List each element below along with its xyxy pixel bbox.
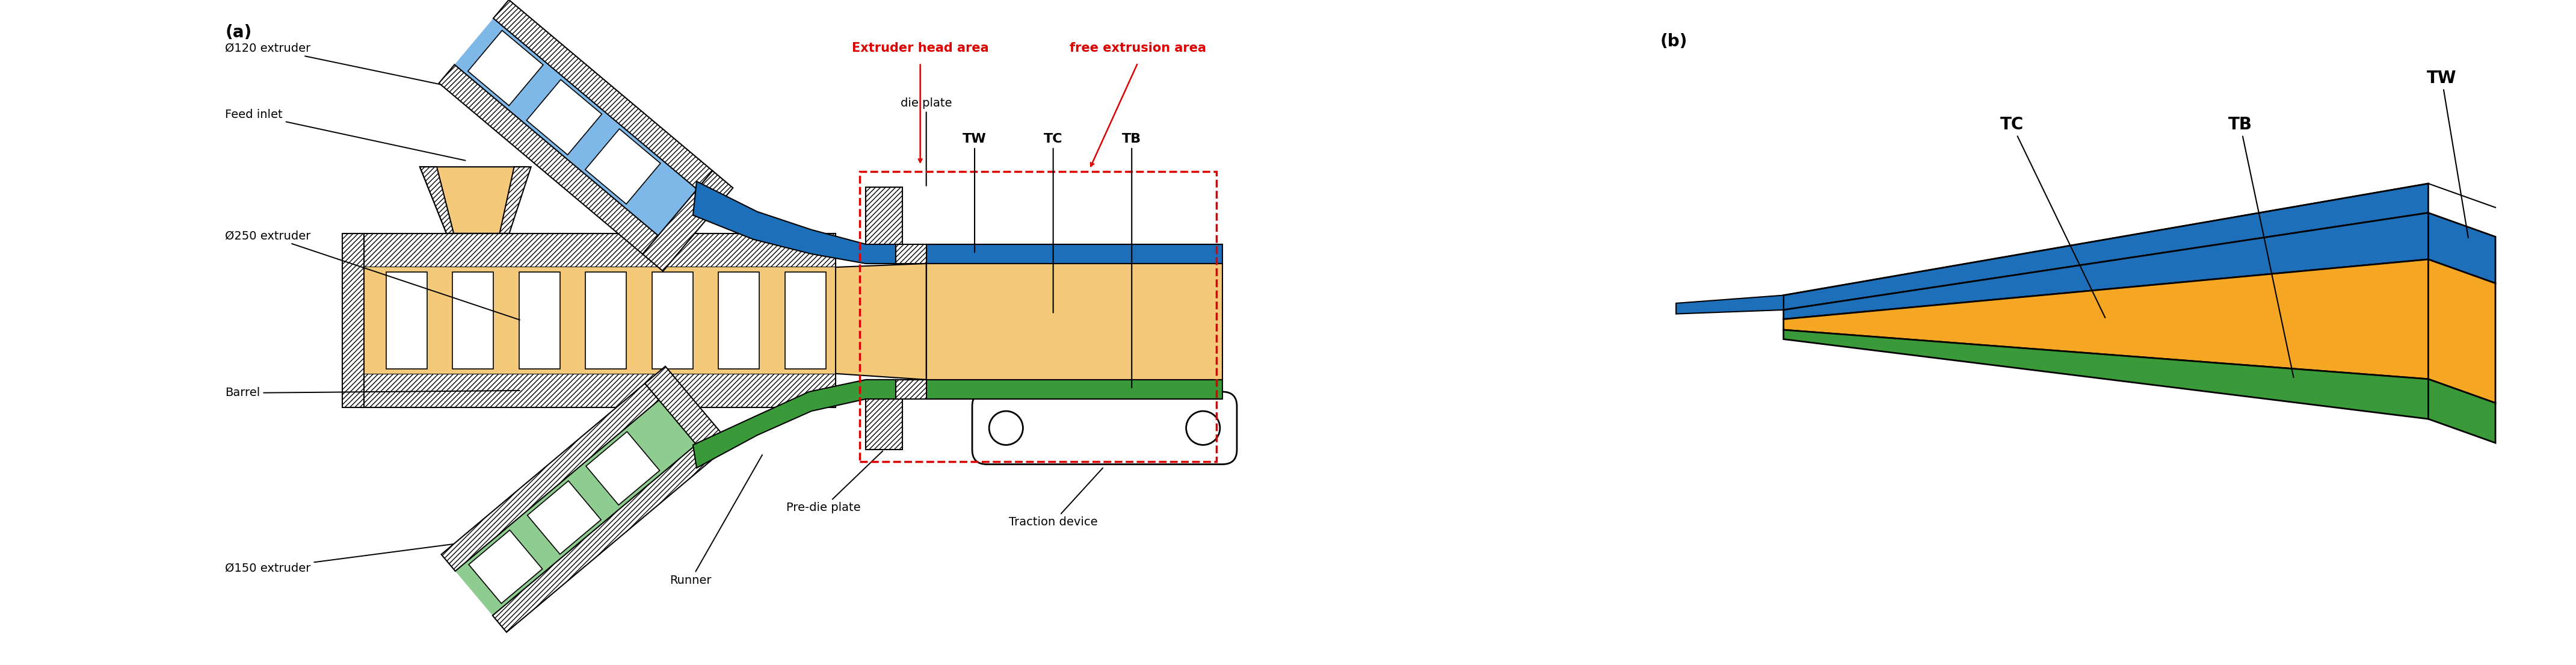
Polygon shape bbox=[585, 432, 659, 505]
Polygon shape bbox=[2429, 379, 2496, 443]
Polygon shape bbox=[927, 380, 1224, 399]
Polygon shape bbox=[500, 167, 531, 233]
Polygon shape bbox=[585, 129, 659, 204]
Polygon shape bbox=[652, 272, 693, 369]
Polygon shape bbox=[641, 171, 734, 271]
Text: die plate: die plate bbox=[902, 97, 953, 186]
Polygon shape bbox=[438, 65, 659, 254]
Polygon shape bbox=[453, 19, 698, 235]
Polygon shape bbox=[927, 244, 1224, 263]
Polygon shape bbox=[495, 0, 714, 190]
Text: TW: TW bbox=[2427, 70, 2468, 238]
Polygon shape bbox=[835, 263, 927, 380]
Polygon shape bbox=[343, 233, 363, 408]
Text: Ø150 extruder: Ø150 extruder bbox=[224, 532, 544, 574]
Text: (b): (b) bbox=[1659, 33, 1687, 50]
Polygon shape bbox=[363, 374, 835, 408]
Polygon shape bbox=[469, 31, 544, 106]
Polygon shape bbox=[693, 380, 896, 468]
Polygon shape bbox=[693, 182, 896, 263]
Text: Pre-die plate: Pre-die plate bbox=[786, 451, 884, 513]
Text: (a): (a) bbox=[224, 24, 252, 41]
Polygon shape bbox=[2429, 213, 2496, 283]
Text: Ø250 extruder: Ø250 extruder bbox=[224, 230, 520, 320]
Polygon shape bbox=[363, 267, 835, 374]
Polygon shape bbox=[644, 366, 732, 462]
Polygon shape bbox=[1783, 213, 2429, 319]
Text: Feed inlet: Feed inlet bbox=[224, 109, 466, 160]
Text: TB: TB bbox=[2228, 116, 2293, 378]
Bar bbox=[860, 172, 1216, 462]
Polygon shape bbox=[420, 167, 526, 233]
Polygon shape bbox=[528, 481, 600, 554]
Polygon shape bbox=[420, 167, 453, 233]
Polygon shape bbox=[518, 272, 559, 369]
Polygon shape bbox=[927, 263, 1224, 380]
Text: Ø120 extruder: Ø120 extruder bbox=[224, 43, 544, 106]
Circle shape bbox=[989, 411, 1023, 445]
Text: TC: TC bbox=[1043, 133, 1064, 313]
Polygon shape bbox=[866, 188, 902, 244]
Polygon shape bbox=[386, 272, 428, 369]
Polygon shape bbox=[363, 233, 835, 267]
Polygon shape bbox=[719, 272, 760, 369]
Polygon shape bbox=[866, 399, 902, 450]
Text: Runner: Runner bbox=[670, 455, 762, 586]
Polygon shape bbox=[456, 400, 696, 616]
Polygon shape bbox=[453, 272, 495, 369]
Text: Extruder head area: Extruder head area bbox=[853, 43, 989, 55]
Text: Barrel: Barrel bbox=[224, 387, 520, 399]
Polygon shape bbox=[896, 244, 927, 263]
Polygon shape bbox=[526, 80, 603, 155]
FancyBboxPatch shape bbox=[971, 392, 1236, 464]
Polygon shape bbox=[469, 530, 544, 603]
Polygon shape bbox=[585, 272, 626, 369]
Polygon shape bbox=[2429, 259, 2496, 403]
Text: TC: TC bbox=[1999, 116, 2105, 318]
Polygon shape bbox=[1783, 259, 2429, 379]
Circle shape bbox=[1185, 411, 1221, 445]
Polygon shape bbox=[786, 272, 827, 369]
Polygon shape bbox=[1783, 330, 2429, 419]
Polygon shape bbox=[492, 445, 711, 632]
Polygon shape bbox=[440, 384, 659, 571]
Text: TB: TB bbox=[1123, 133, 1141, 388]
Text: Traction device: Traction device bbox=[1010, 468, 1103, 528]
Polygon shape bbox=[1677, 295, 1783, 314]
Text: TW: TW bbox=[963, 133, 987, 252]
Polygon shape bbox=[896, 380, 927, 399]
Text: free extrusion area: free extrusion area bbox=[1069, 43, 1206, 55]
Polygon shape bbox=[1783, 184, 2429, 310]
